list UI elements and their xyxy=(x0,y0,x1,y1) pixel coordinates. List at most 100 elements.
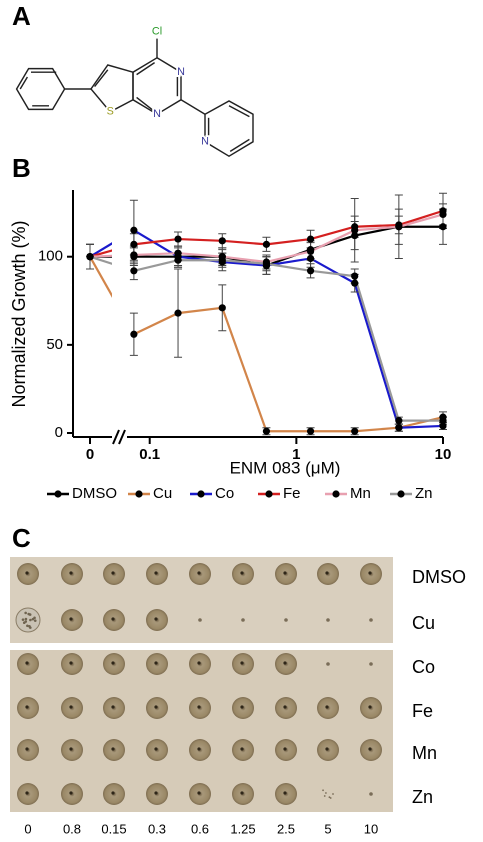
colony-center xyxy=(69,571,73,575)
point xyxy=(351,226,359,234)
point xyxy=(174,249,182,257)
speck xyxy=(24,620,28,623)
legend-marker xyxy=(135,490,143,498)
speck xyxy=(328,796,331,799)
series-line xyxy=(133,306,444,433)
column-label: 2.5 xyxy=(277,821,295,836)
colony-center xyxy=(25,791,29,795)
colony-center xyxy=(197,661,201,665)
speck xyxy=(323,795,326,797)
colony xyxy=(369,792,373,796)
colony xyxy=(326,662,330,666)
legend-label: Co xyxy=(215,485,234,502)
series-line xyxy=(133,229,444,429)
colony xyxy=(284,618,288,622)
colony-center xyxy=(154,747,158,751)
column-label: 0.8 xyxy=(63,821,81,836)
colony-center xyxy=(111,617,115,621)
point xyxy=(218,237,226,245)
speck xyxy=(31,617,35,621)
legend-label: Cu xyxy=(153,485,172,502)
colony xyxy=(198,618,202,622)
colony-center xyxy=(283,791,287,795)
speck xyxy=(332,793,334,795)
colony-center xyxy=(111,747,115,751)
row-label: Cu xyxy=(412,613,435,633)
colony-center xyxy=(283,661,287,665)
colony-center xyxy=(368,705,372,709)
point xyxy=(262,240,271,248)
chart: 0 50 100 0 0.1 1 10 ENM 083 (μM) Normalized Grow… xyxy=(9,190,451,502)
row-label: Zn xyxy=(412,787,433,807)
legend-label: Zn xyxy=(415,485,433,502)
colony-center xyxy=(111,791,115,795)
point xyxy=(174,256,182,264)
colony-center xyxy=(240,661,244,665)
axis-break xyxy=(112,429,126,445)
point xyxy=(351,427,359,435)
series-line xyxy=(133,213,444,264)
legend-label: Fe xyxy=(283,485,301,502)
legend-label: Mn xyxy=(350,485,371,502)
colony-center xyxy=(69,705,73,709)
colony-center xyxy=(69,791,73,795)
x-tick-label: 0.1 xyxy=(139,446,160,463)
colony-center xyxy=(154,661,158,665)
point xyxy=(395,417,403,425)
y-tick-label: 0 xyxy=(55,424,63,441)
atom-label: N xyxy=(177,66,185,78)
speck xyxy=(29,626,32,629)
point xyxy=(306,235,315,243)
point xyxy=(218,256,226,264)
point xyxy=(395,424,403,432)
point xyxy=(174,235,182,243)
colony-center xyxy=(25,661,29,665)
series-line-stub xyxy=(89,255,112,265)
colony-center xyxy=(368,571,372,575)
colony-center xyxy=(154,571,158,575)
panel-label: B xyxy=(12,153,31,183)
colony-center xyxy=(154,617,158,621)
speck xyxy=(24,617,28,621)
point xyxy=(130,240,138,248)
speck xyxy=(322,789,324,792)
column-label: 0.3 xyxy=(148,821,166,836)
colony-center xyxy=(25,747,29,751)
point xyxy=(86,253,94,261)
y-tick-label: 50 xyxy=(46,336,63,353)
point xyxy=(395,223,403,231)
point xyxy=(439,223,447,231)
series-line-stub xyxy=(89,249,112,258)
speck xyxy=(26,624,29,628)
point xyxy=(351,272,359,280)
colony-center xyxy=(325,747,329,751)
y-axis-label: Normalized Growth (%) xyxy=(9,220,29,407)
row-label: Fe xyxy=(412,701,433,721)
colony-center xyxy=(240,791,244,795)
colony-center xyxy=(25,571,29,575)
colony-center xyxy=(69,617,73,621)
colony-center xyxy=(154,705,158,709)
colony-center xyxy=(197,705,201,709)
panel-label: C xyxy=(12,523,31,553)
point xyxy=(306,267,315,275)
series-line-stub xyxy=(89,242,112,258)
point xyxy=(130,267,138,275)
colony xyxy=(369,618,373,622)
point xyxy=(262,260,271,268)
point xyxy=(174,309,182,317)
series-line-stub xyxy=(89,254,112,258)
structure: Cl N N S N xyxy=(15,23,254,158)
column-label: 0 xyxy=(24,821,31,836)
x-tick-label: 1 xyxy=(292,446,300,463)
column-label: 10 xyxy=(364,821,378,836)
colony xyxy=(241,618,245,622)
column-label: 5 xyxy=(324,821,331,836)
speck xyxy=(24,611,27,615)
point xyxy=(351,231,359,240)
colony-center xyxy=(325,705,329,709)
column-label: 1.25 xyxy=(230,821,255,836)
colony-center xyxy=(25,705,29,709)
x-tick-label: 0 xyxy=(86,446,94,463)
